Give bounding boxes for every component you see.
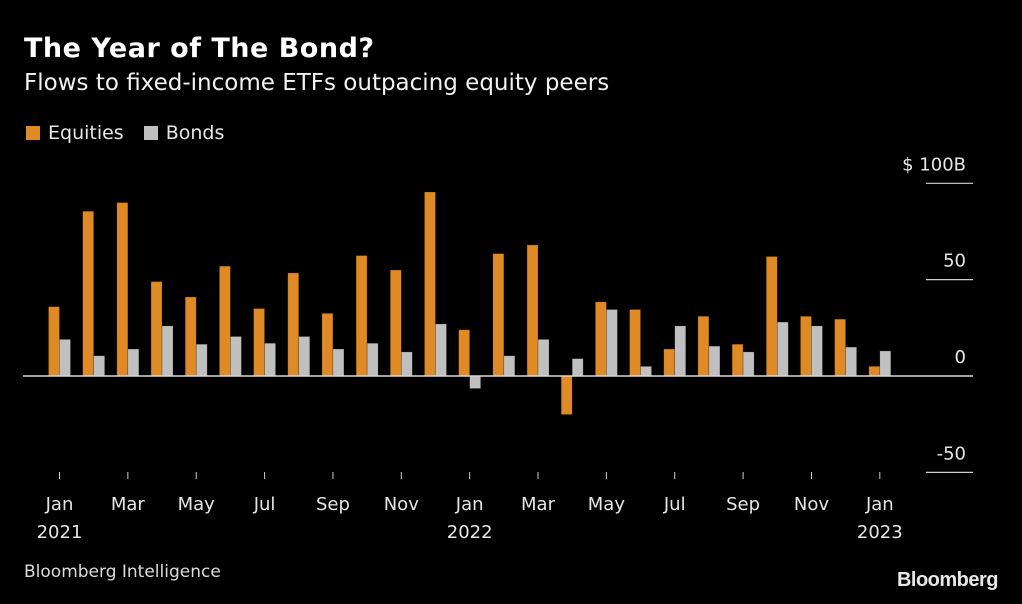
y-tick-label: 50	[943, 251, 966, 272]
equities-bar	[48, 306, 60, 377]
bonds-bar	[811, 325, 823, 377]
bonds-bar	[845, 346, 857, 377]
x-tick-label-month: Nov	[384, 494, 419, 515]
bonds-bar	[161, 325, 174, 377]
legend-swatch-bonds	[143, 126, 158, 140]
equities-bar	[800, 315, 812, 377]
bonds-bar	[674, 325, 687, 377]
equities-bar	[219, 265, 231, 377]
bonds-bar	[537, 339, 550, 377]
bonds-bar	[640, 366, 652, 377]
equities-bar	[253, 308, 265, 377]
equities-bar	[731, 343, 744, 377]
bonds-bar	[127, 348, 140, 377]
legend: Equities Bonds	[26, 122, 244, 144]
equities-bar	[424, 191, 436, 377]
equities-bar	[321, 313, 334, 377]
bonds-bar	[606, 309, 618, 377]
equities-bar	[868, 366, 881, 377]
x-tick-label-month: Jan	[45, 494, 74, 515]
bonds-bar	[264, 342, 276, 377]
bonds-bar	[298, 336, 311, 377]
chart-title: The Year of The Bond?	[24, 33, 375, 64]
source-note: Bloomberg Intelligence	[24, 562, 221, 582]
bonds-bar	[435, 323, 447, 377]
bonds-bar	[469, 375, 481, 389]
equities-bar	[184, 296, 197, 377]
equities-bar	[697, 315, 710, 377]
x-tick-label-month: Sep	[316, 494, 350, 515]
bonds-bar	[400, 351, 413, 377]
x-tick-label-month: Mar	[521, 494, 556, 515]
equities-bar	[116, 202, 129, 377]
equities-bar	[492, 253, 505, 377]
equities-bar	[458, 329, 470, 377]
x-tick-label-month: Jan	[865, 494, 894, 515]
legend-swatch-equities	[26, 126, 40, 140]
equities-bar	[150, 281, 163, 377]
equities-bar	[355, 255, 368, 377]
bonds-bar	[59, 339, 71, 377]
bloomberg-logo: Bloomberg	[896, 569, 999, 591]
x-tick-label-month: Mar	[111, 494, 146, 515]
legend-item-bonds: Bonds	[143, 122, 225, 144]
legend-label-equities: Equities	[48, 122, 124, 144]
x-tick-label-month: Jan	[455, 494, 484, 515]
y-tick-label: $ 100B	[902, 154, 966, 175]
equities-bar	[595, 301, 607, 377]
x-tick-label-month: Sep	[726, 494, 760, 515]
legend-item-equities: Equities	[26, 122, 124, 144]
bonds-bar	[571, 358, 584, 377]
equities-bar	[287, 272, 300, 377]
equities-bar	[663, 348, 676, 377]
bonds-bar	[503, 355, 516, 377]
x-tick-label-year: 2023	[857, 522, 903, 543]
bonds-bar	[93, 355, 105, 377]
chart-subtitle: Flows to fixed-income ETFs outpacing equ…	[24, 70, 610, 96]
legend-label-bonds: Bonds	[165, 122, 225, 144]
equities-bar	[765, 256, 778, 377]
bonds-bar	[230, 336, 242, 377]
bonds-bar	[708, 345, 721, 377]
x-tick-label-month: Nov	[794, 494, 829, 515]
equities-bar	[629, 309, 641, 377]
x-tick-label-year: 2022	[447, 522, 493, 543]
bonds-bar	[332, 348, 345, 377]
bonds-bar	[195, 343, 208, 377]
bonds-bar	[879, 350, 892, 377]
x-tick-label-month: Jul	[663, 494, 686, 515]
equities-bar	[82, 210, 94, 377]
y-tick-label: -50	[937, 443, 966, 464]
equities-bar	[834, 318, 846, 377]
y-tick-label: 0	[955, 347, 966, 368]
bonds-bar	[776, 321, 789, 377]
equities-bar	[560, 375, 573, 415]
x-tick-label-month: Jul	[253, 494, 276, 515]
x-tick-label-month: May	[178, 494, 216, 515]
equities-bar	[526, 244, 539, 377]
x-tick-label-year: 2021	[37, 522, 83, 543]
bonds-bar	[366, 342, 379, 377]
equities-bar	[389, 269, 402, 377]
bonds-bar	[742, 351, 755, 377]
x-tick-label-month: May	[588, 494, 626, 515]
